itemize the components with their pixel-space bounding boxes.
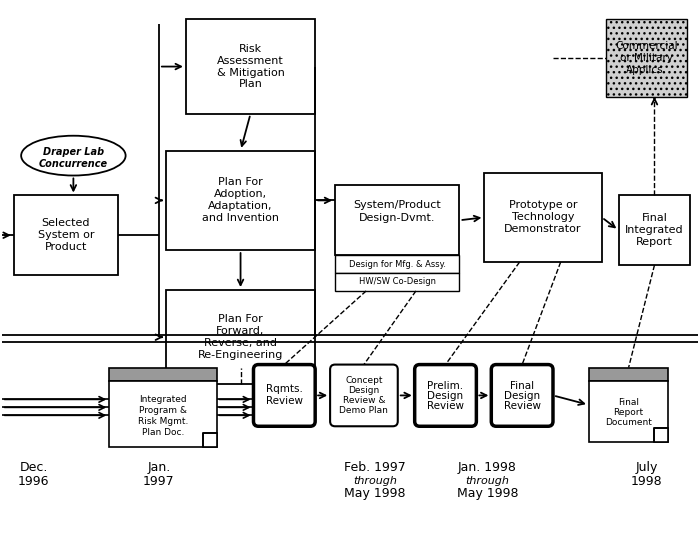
Text: Integrated: Integrated — [625, 225, 684, 235]
Text: & Mitigation: & Mitigation — [216, 68, 284, 78]
Text: Design: Design — [349, 386, 379, 395]
Text: Dec.: Dec. — [20, 461, 48, 473]
Text: Review &: Review & — [343, 396, 385, 405]
Ellipse shape — [21, 136, 125, 176]
Text: Program &: Program & — [139, 406, 187, 415]
Text: through: through — [353, 476, 397, 486]
Text: Jan.: Jan. — [147, 461, 171, 473]
Text: Prototype or: Prototype or — [509, 200, 578, 210]
Text: July: July — [636, 461, 658, 473]
Bar — [335, 273, 459, 291]
Text: Document: Document — [606, 418, 652, 427]
Text: Demonstrator: Demonstrator — [504, 224, 582, 234]
Text: Plan For: Plan For — [218, 178, 263, 187]
Bar — [606, 20, 687, 97]
Text: Report: Report — [636, 237, 673, 247]
Polygon shape — [654, 428, 668, 442]
FancyBboxPatch shape — [414, 364, 477, 427]
Text: Design: Design — [504, 391, 540, 401]
Text: Design: Design — [428, 391, 463, 401]
Text: Applics.: Applics. — [626, 65, 667, 75]
Text: through: through — [466, 476, 510, 486]
Text: Demo Plan: Demo Plan — [340, 406, 389, 415]
Text: Plan For: Plan For — [218, 314, 263, 324]
Text: Prelim.: Prelim. — [428, 381, 463, 391]
Text: Concept: Concept — [345, 376, 383, 385]
Bar — [14, 196, 118, 275]
Text: Product: Product — [45, 242, 87, 252]
Text: Technology: Technology — [512, 212, 574, 222]
Bar — [335, 255, 459, 273]
Bar — [335, 186, 459, 255]
Text: Review: Review — [266, 396, 303, 406]
Text: Plan: Plan — [239, 79, 262, 89]
Text: Risk Mgmt.: Risk Mgmt. — [138, 417, 188, 426]
Text: Design for Mfg. & Assy.: Design for Mfg. & Assy. — [349, 259, 446, 268]
Bar — [186, 20, 315, 114]
Text: Reverse, and: Reverse, and — [204, 338, 277, 348]
Text: System/Product: System/Product — [354, 200, 441, 210]
Text: HW/SW Co-Design: HW/SW Co-Design — [359, 277, 436, 287]
Bar — [619, 196, 690, 265]
Text: Forward,: Forward, — [216, 326, 265, 337]
Bar — [109, 381, 217, 447]
Text: Final: Final — [641, 214, 667, 223]
Text: Selected: Selected — [42, 218, 90, 228]
Text: System or: System or — [38, 230, 94, 240]
Bar — [484, 173, 602, 262]
Text: Integrated: Integrated — [139, 395, 187, 404]
Text: Risk: Risk — [239, 44, 262, 54]
Text: Review: Review — [503, 401, 540, 411]
FancyBboxPatch shape — [491, 364, 553, 427]
Bar — [166, 290, 315, 385]
Text: Final: Final — [510, 381, 534, 391]
Text: May 1998: May 1998 — [456, 487, 518, 500]
Text: May 1998: May 1998 — [344, 487, 405, 500]
Text: Jan. 1998: Jan. 1998 — [458, 461, 517, 473]
Bar — [589, 381, 668, 442]
Text: 1997: 1997 — [143, 476, 175, 489]
Text: Review: Review — [427, 401, 464, 411]
Text: Plan Doc.: Plan Doc. — [141, 428, 184, 437]
Bar — [589, 368, 668, 381]
Polygon shape — [203, 433, 217, 447]
Text: 1998: 1998 — [631, 476, 662, 489]
Text: or Military: or Military — [620, 53, 673, 63]
Text: Concurrence: Concurrence — [38, 159, 108, 169]
Text: Report: Report — [613, 408, 644, 418]
Text: Draper Lab: Draper Lab — [43, 146, 104, 157]
Text: 1996: 1996 — [18, 476, 49, 489]
FancyBboxPatch shape — [253, 364, 315, 427]
Text: Commercial: Commercial — [615, 41, 678, 51]
Text: Feb. 1997: Feb. 1997 — [344, 461, 406, 473]
Text: and Invention: and Invention — [202, 214, 279, 223]
Bar — [166, 150, 315, 250]
Text: Rqmts.: Rqmts. — [266, 385, 303, 395]
Text: Re-Engineering: Re-Engineering — [198, 350, 284, 360]
Text: Final: Final — [618, 399, 639, 408]
Text: Assessment: Assessment — [217, 55, 284, 65]
Bar — [109, 368, 217, 381]
Text: Adaptation,: Adaptation, — [209, 201, 273, 211]
Text: Design-Dvmt.: Design-Dvmt. — [359, 214, 435, 223]
FancyBboxPatch shape — [330, 364, 398, 427]
Text: Adoption,: Adoption, — [214, 190, 267, 200]
